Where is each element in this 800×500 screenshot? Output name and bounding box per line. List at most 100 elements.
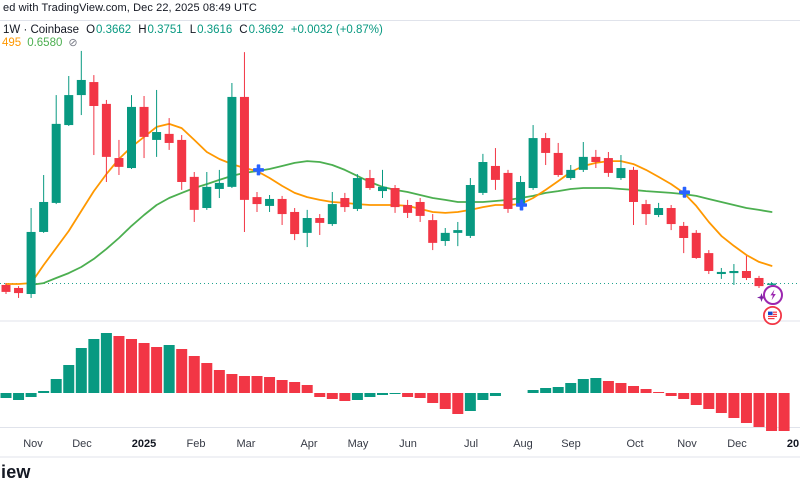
histogram-bar xyxy=(615,383,627,393)
candle-body xyxy=(415,201,425,216)
candle-body xyxy=(227,96,237,187)
axis-label: Dec xyxy=(72,438,92,450)
candle-body xyxy=(516,181,526,206)
histogram-bar xyxy=(628,386,639,393)
open-value: O 0.3662 xyxy=(86,24,132,36)
histogram-bar xyxy=(715,393,727,413)
candle-body xyxy=(290,211,300,235)
axis-label: Oct xyxy=(626,438,644,450)
histogram-bar xyxy=(201,363,213,393)
histogram-bar xyxy=(314,393,326,397)
candle-body xyxy=(39,201,49,232)
ma-values-line: 495 0.6580 ⊘ xyxy=(2,36,78,49)
candle-body xyxy=(1,284,11,292)
candle-body xyxy=(340,198,350,208)
histogram-bar xyxy=(88,339,100,393)
ma-fast-line xyxy=(5,123,773,285)
histogram-bar xyxy=(402,393,414,397)
histogram-bar xyxy=(464,393,476,411)
candle-body xyxy=(315,218,325,223)
candle-body xyxy=(378,186,387,192)
histogram-bar xyxy=(301,385,313,393)
candle-body xyxy=(691,232,701,258)
axis-label: Aug xyxy=(513,438,533,450)
candle-body xyxy=(440,232,450,242)
axis-label: Mar xyxy=(236,438,256,450)
axis-label: 2025 xyxy=(131,438,157,450)
symbol-interval[interactable]: 1W · Coinbase xyxy=(3,24,80,36)
axis-label: Apr xyxy=(300,438,318,450)
candle-body xyxy=(51,123,61,203)
histogram-bar xyxy=(602,381,614,393)
histogram-bar xyxy=(176,349,188,393)
histogram-bar xyxy=(678,393,690,399)
candle-body xyxy=(591,156,601,163)
candle-body xyxy=(214,182,224,189)
histogram-bar xyxy=(75,348,87,393)
candle-body xyxy=(654,208,664,215)
candle-body xyxy=(616,168,626,179)
histogram-bar xyxy=(527,390,539,393)
ma-cross-marker-icon xyxy=(679,186,690,198)
histogram-bar xyxy=(477,393,489,400)
histogram-bar xyxy=(377,393,388,395)
change-value: +0.0032 (+0.87%) xyxy=(290,24,383,36)
close-value: C 0.3692 xyxy=(239,24,284,36)
histogram-bar xyxy=(414,393,426,398)
axis-label: Dec xyxy=(727,438,747,450)
candle-body xyxy=(239,96,249,200)
axis-label: May xyxy=(347,438,369,450)
histogram-bar xyxy=(590,378,602,393)
histogram-bar xyxy=(251,376,263,393)
lightning-badge-icon[interactable] xyxy=(762,284,784,306)
histogram-bar xyxy=(13,393,25,400)
candle-body xyxy=(428,220,438,243)
candle-body xyxy=(716,271,726,275)
histogram-bar xyxy=(753,393,765,427)
histogram-bar xyxy=(577,379,589,393)
eye-off-icon[interactable]: ⊘ xyxy=(68,37,78,49)
candle-body xyxy=(478,162,488,193)
candle-body xyxy=(277,198,287,215)
histogram-bar xyxy=(151,347,163,393)
candle-body xyxy=(164,133,174,143)
histogram-bar xyxy=(778,393,790,431)
candle-body xyxy=(14,287,24,294)
axis-label: Sep xyxy=(561,438,581,450)
candle-body xyxy=(26,231,36,295)
axis-label: Feb xyxy=(186,438,206,450)
histogram-bar xyxy=(740,393,752,423)
candle-body xyxy=(741,270,751,278)
candle-body xyxy=(139,106,149,137)
histogram-bar xyxy=(690,393,702,405)
candle-body xyxy=(327,204,337,225)
candle-body xyxy=(189,176,199,210)
flag-badge-icon[interactable] xyxy=(762,305,783,326)
credit-line: ed with TradingView.com, Dec 22, 2025 08… xyxy=(3,2,257,14)
histogram-bar xyxy=(126,339,137,393)
candle-body xyxy=(252,197,262,205)
tradingview-logo[interactable]: iew xyxy=(1,462,31,482)
candle-body xyxy=(177,139,187,182)
candle-body xyxy=(114,158,124,167)
histogram-bar xyxy=(188,356,200,393)
candle-body xyxy=(528,138,538,189)
axis-label: 20 xyxy=(786,438,800,450)
candle-body xyxy=(390,188,400,208)
candle-body xyxy=(76,79,86,96)
high-value: H 0.3751 xyxy=(138,24,183,36)
histogram-bar xyxy=(113,336,125,393)
candle-body xyxy=(89,82,99,106)
candle-body xyxy=(490,165,500,180)
histogram-bar xyxy=(138,343,150,393)
histogram-bar xyxy=(665,393,677,396)
ma-cross-marker-icon xyxy=(253,164,264,176)
histogram-bar xyxy=(163,345,175,393)
axis-label: Jun xyxy=(399,438,417,450)
candle-body xyxy=(101,103,111,157)
candle-body xyxy=(666,208,676,225)
candle-body xyxy=(603,158,613,173)
